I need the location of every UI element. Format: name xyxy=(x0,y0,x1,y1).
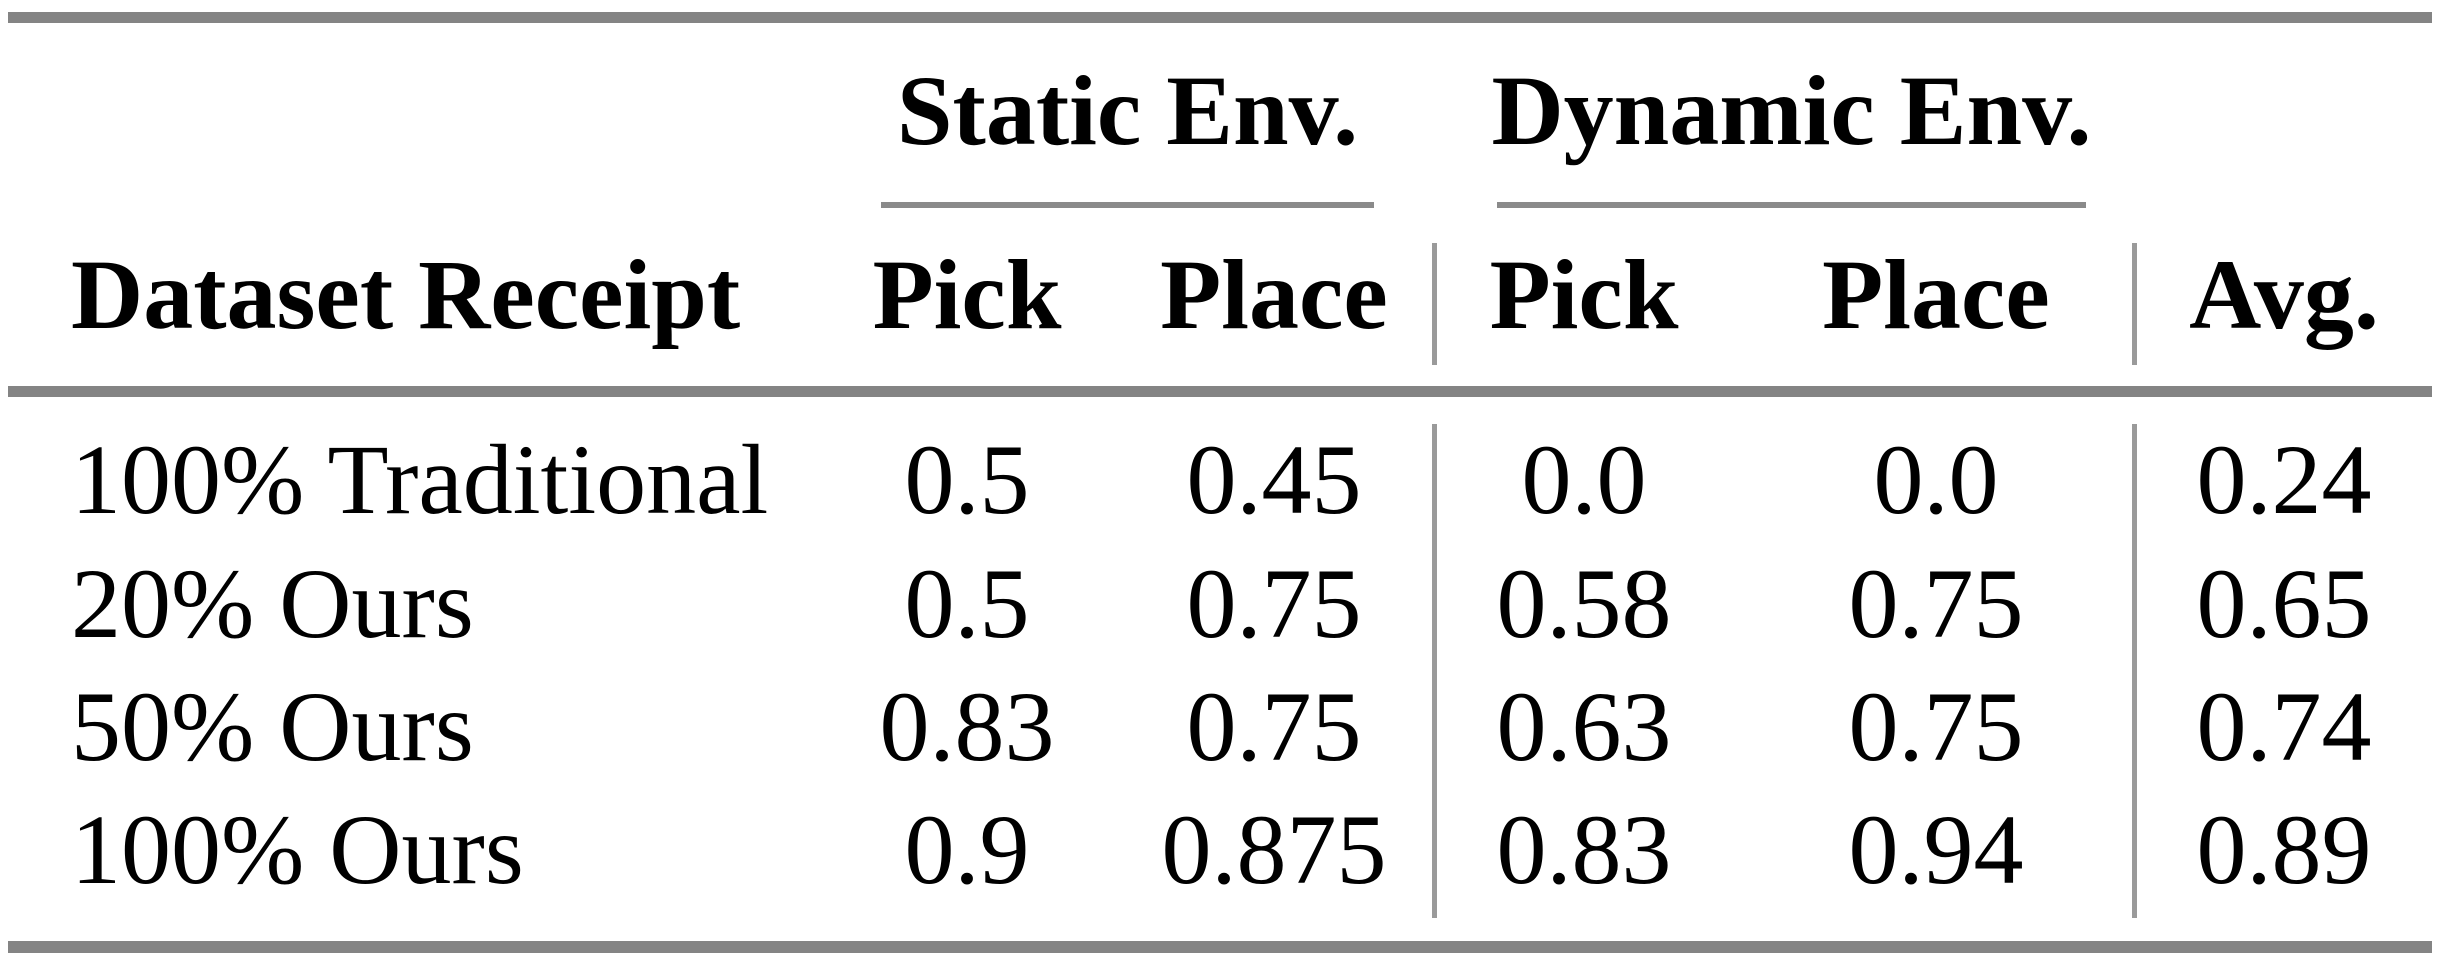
cell-static-pick: 0.83 xyxy=(879,671,1055,782)
group-header-static-env: Static Env. xyxy=(896,55,1359,166)
top-rule xyxy=(8,12,2432,23)
column-header-static-place: Place xyxy=(1160,239,1388,350)
vertical-separator-2-body xyxy=(2132,424,2137,918)
bottom-rule xyxy=(8,941,2432,953)
row-label: 100% Ours xyxy=(71,794,524,905)
cell-dynamic-place: 0.75 xyxy=(1848,671,2024,782)
cell-avg: 0.89 xyxy=(2196,794,2372,905)
vertical-separator-1-body xyxy=(1432,424,1437,918)
cell-avg: 0.74 xyxy=(2196,671,2372,782)
column-header-static-pick: Pick xyxy=(872,239,1062,350)
column-header-avg: Avg. xyxy=(2189,239,2379,350)
cell-static-place: 0.75 xyxy=(1186,548,1362,659)
column-header-dataset-receipt: Dataset Receipt xyxy=(71,239,741,350)
cell-dynamic-place: 0.94 xyxy=(1848,794,2024,905)
cell-static-pick: 0.9 xyxy=(904,794,1030,905)
cell-dynamic-pick: 0.83 xyxy=(1496,794,1672,905)
row-label: 20% Ours xyxy=(71,548,474,659)
cell-avg: 0.24 xyxy=(2196,424,2372,535)
cell-dynamic-pick: 0.63 xyxy=(1496,671,1672,782)
cell-static-place: 0.45 xyxy=(1186,424,1362,535)
vertical-separator-1-header xyxy=(1432,243,1437,365)
cell-static-place: 0.75 xyxy=(1186,671,1362,782)
vertical-separator-2-header xyxy=(2132,243,2137,365)
cell-static-pick: 0.5 xyxy=(904,424,1030,535)
cell-static-place: 0.875 xyxy=(1161,794,1387,905)
static-env-underline-rule xyxy=(881,202,1374,208)
group-header-dynamic-env: Dynamic Env. xyxy=(1491,55,2092,166)
cell-dynamic-place: 0.0 xyxy=(1873,424,1999,535)
column-header-dynamic-place: Place xyxy=(1822,239,2050,350)
mid-rule xyxy=(8,386,2432,397)
cell-dynamic-place: 0.75 xyxy=(1848,548,2024,659)
column-header-dynamic-pick: Pick xyxy=(1489,239,1679,350)
row-label: 100% Traditional xyxy=(71,424,769,535)
cell-avg: 0.65 xyxy=(2196,548,2372,659)
cell-static-pick: 0.5 xyxy=(904,548,1030,659)
dynamic-env-underline-rule xyxy=(1497,202,2086,208)
cell-dynamic-pick: 0.0 xyxy=(1521,424,1647,535)
cell-dynamic-pick: 0.58 xyxy=(1496,548,1672,659)
row-label: 50% Ours xyxy=(71,671,474,782)
